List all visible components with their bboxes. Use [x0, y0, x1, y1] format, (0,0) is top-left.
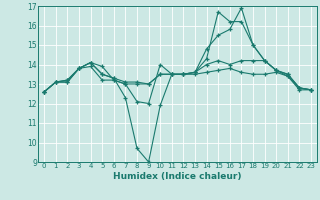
X-axis label: Humidex (Indice chaleur): Humidex (Indice chaleur) — [113, 172, 242, 181]
